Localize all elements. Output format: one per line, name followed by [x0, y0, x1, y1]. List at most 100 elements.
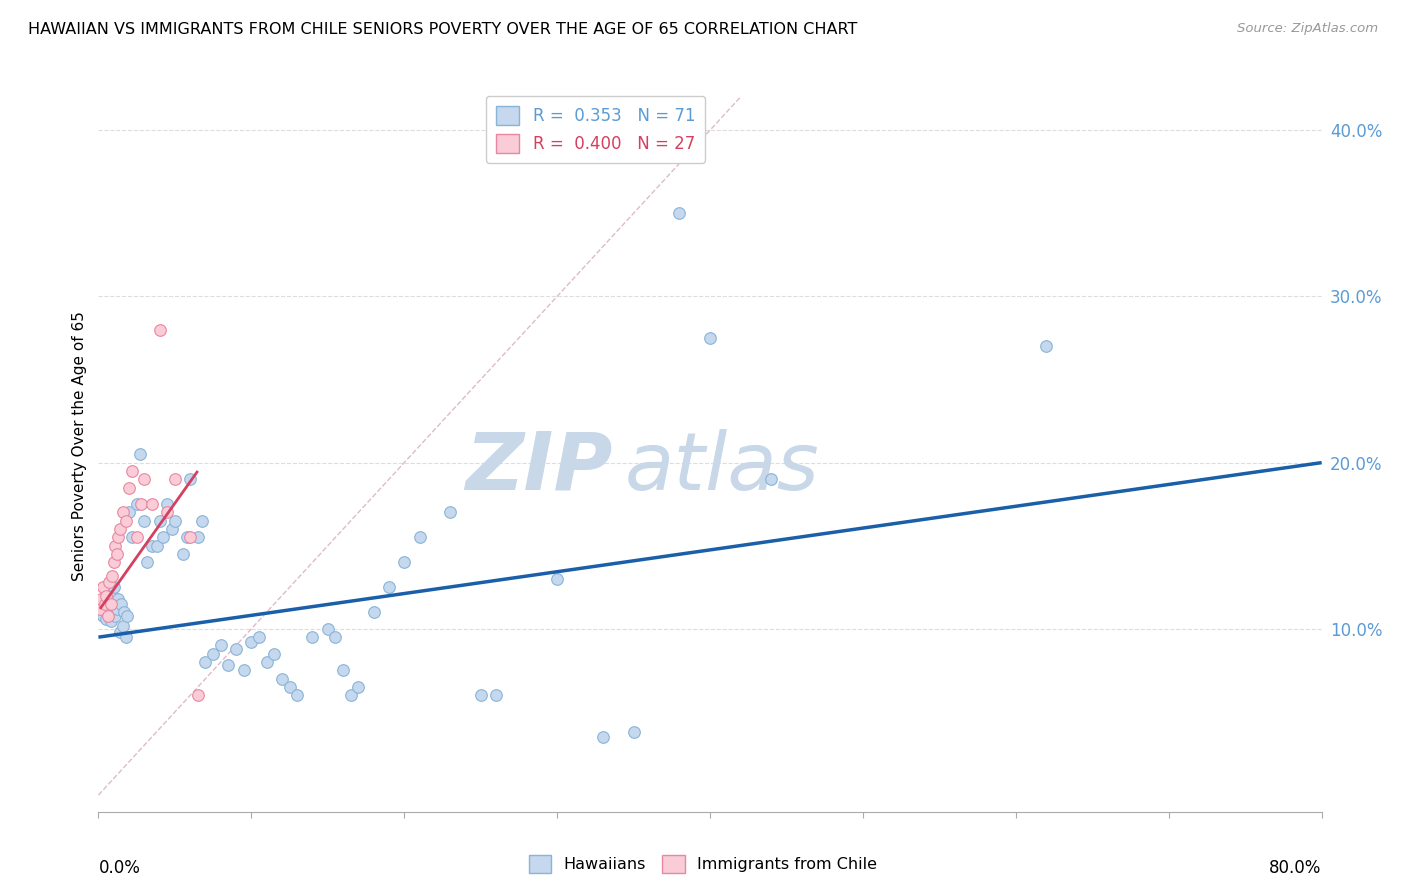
Point	[1035, 339, 1057, 353]
Point	[134, 514, 156, 528]
Point	[101, 589, 124, 603]
Point	[179, 472, 201, 486]
Point	[408, 530, 430, 544]
Point	[759, 472, 782, 486]
Point	[202, 647, 225, 661]
Point	[108, 522, 131, 536]
Y-axis label: Seniors Poverty Over the Age of 65: Seniors Poverty Over the Age of 65	[72, 311, 87, 581]
Point	[668, 206, 690, 220]
Text: 0.0%: 0.0%	[98, 859, 141, 877]
Point	[623, 725, 645, 739]
Point	[332, 664, 354, 678]
Point	[592, 730, 614, 744]
Point	[98, 605, 121, 619]
Point	[117, 608, 139, 623]
Text: HAWAIIAN VS IMMIGRANTS FROM CHILE SENIORS POVERTY OVER THE AGE OF 65 CORRELATION: HAWAIIAN VS IMMIGRANTS FROM CHILE SENIOR…	[28, 22, 858, 37]
Point	[134, 472, 156, 486]
Point	[240, 635, 263, 649]
Legend: R =  0.353   N = 71, R =  0.400   N = 27: R = 0.353 N = 71, R = 0.400 N = 27	[486, 96, 706, 162]
Point	[278, 680, 301, 694]
Point	[546, 572, 568, 586]
Point	[111, 506, 134, 520]
Point	[156, 506, 179, 520]
Point	[100, 597, 122, 611]
Point	[176, 530, 198, 544]
Point	[136, 555, 159, 569]
Point	[108, 625, 131, 640]
Point	[90, 591, 112, 606]
Point	[225, 641, 247, 656]
Point	[191, 514, 214, 528]
Point	[129, 497, 152, 511]
Point	[194, 655, 217, 669]
Point	[97, 591, 120, 606]
Point	[110, 597, 132, 611]
Point	[163, 514, 186, 528]
Text: atlas: atlas	[624, 429, 820, 507]
Point	[325, 630, 347, 644]
Point	[247, 630, 270, 644]
Point	[285, 689, 308, 703]
Point	[115, 514, 138, 528]
Point	[145, 539, 167, 553]
Text: Source: ZipAtlas.com: Source: ZipAtlas.com	[1237, 22, 1378, 36]
Point	[103, 555, 125, 569]
Point	[232, 664, 254, 678]
Point	[93, 602, 115, 616]
Point	[121, 464, 143, 478]
Point	[699, 331, 721, 345]
Point	[105, 602, 128, 616]
Point	[105, 547, 128, 561]
Point	[179, 530, 201, 544]
Point	[347, 680, 370, 694]
Point	[392, 555, 416, 569]
Point	[107, 591, 129, 606]
Point	[90, 597, 112, 611]
Point	[439, 506, 461, 520]
Point	[128, 447, 150, 461]
Point	[93, 597, 115, 611]
Point	[187, 530, 209, 544]
Point	[125, 497, 148, 511]
Point	[118, 481, 141, 495]
Legend: Hawaiians, Immigrants from Chile: Hawaiians, Immigrants from Chile	[522, 848, 884, 880]
Point	[149, 514, 172, 528]
Point	[118, 506, 141, 520]
Point	[172, 547, 194, 561]
Point	[263, 647, 285, 661]
Point	[209, 639, 232, 653]
Point	[98, 575, 121, 590]
Point	[115, 630, 138, 644]
Point	[152, 530, 174, 544]
Point	[91, 608, 114, 623]
Point	[104, 539, 127, 553]
Point	[485, 689, 508, 703]
Point	[91, 580, 114, 594]
Text: 80.0%: 80.0%	[1270, 859, 1322, 877]
Point	[111, 618, 134, 632]
Point	[363, 605, 385, 619]
Point	[316, 622, 339, 636]
Point	[378, 580, 401, 594]
Point	[89, 602, 111, 616]
Point	[100, 614, 122, 628]
Point	[125, 530, 148, 544]
Point	[339, 689, 361, 703]
Point	[103, 597, 125, 611]
Point	[112, 605, 135, 619]
Point	[187, 689, 209, 703]
Point	[101, 568, 124, 582]
Point	[163, 472, 186, 486]
Point	[104, 608, 127, 623]
Point	[301, 630, 323, 644]
Point	[103, 580, 125, 594]
Point	[94, 612, 117, 626]
Point	[121, 530, 143, 544]
Point	[217, 658, 239, 673]
Point	[89, 605, 111, 619]
Point	[470, 689, 492, 703]
Point	[94, 589, 117, 603]
Point	[107, 530, 129, 544]
Point	[160, 522, 183, 536]
Point	[141, 539, 163, 553]
